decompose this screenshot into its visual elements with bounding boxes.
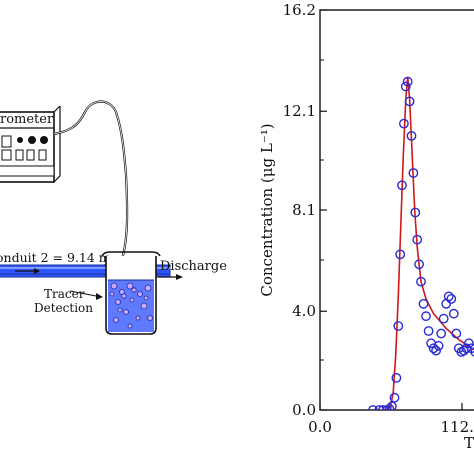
data-point (421, 311, 431, 322)
tracer-bubbles (109, 282, 153, 329)
panel-switch-icon (15, 149, 24, 161)
tracer-label: Tracer (44, 287, 85, 301)
data-point (384, 403, 395, 410)
x-tick-label: 0.0 (308, 418, 332, 436)
bubble-icon (144, 284, 152, 292)
bubble-icon (123, 309, 129, 315)
data-point (391, 372, 402, 383)
data-point (410, 207, 421, 218)
concentration-chart: 0.0 4.0 8.1 12.1 16.2 0.0 112.5 Concentration… (258, 1, 474, 452)
bubble-icon (113, 317, 119, 323)
panel-knob-icon (17, 137, 23, 143)
fluorometer-device: rometer (0, 105, 61, 183)
data-point (398, 118, 409, 129)
data-point (374, 405, 385, 410)
conduit-label: onduit 2 = 9.14 m (0, 250, 111, 265)
data-point (451, 328, 462, 339)
data-point (436, 328, 447, 339)
bubble-icon (143, 295, 149, 301)
panel-switch-icon (26, 149, 35, 161)
data-point (368, 405, 378, 410)
x-axis-label: T (464, 434, 474, 452)
setup-illustration: rometer ' onduit 2 = 9.14 m Discharge (0, 100, 227, 335)
bubble-icon (137, 291, 143, 297)
bubble-icon (147, 315, 153, 321)
y-tick-label: 16.2 (283, 1, 316, 19)
panel-knob-icon (28, 136, 36, 144)
y-tick-label: 8.1 (292, 201, 316, 219)
panel-switch-icon (1, 149, 12, 161)
bubble-icon (110, 282, 118, 290)
data-point (461, 343, 472, 354)
bubble-icon (140, 302, 148, 310)
device-label: rometer (0, 112, 54, 127)
panel-switch-icon (38, 149, 47, 161)
data-point (431, 345, 441, 356)
y-axis-label: Concentration (μg L⁻¹) (258, 123, 276, 296)
data-point (423, 326, 434, 336)
data-point (402, 76, 413, 87)
data-point (389, 392, 400, 403)
signal-cable (53, 100, 129, 266)
data-point (395, 249, 406, 260)
y-axis: 0.0 4.0 8.1 12.1 16.2 (283, 1, 327, 419)
data-point (416, 276, 426, 287)
data-point (378, 405, 388, 410)
x-tick-label: 112.5 (441, 418, 474, 436)
data-point (412, 234, 423, 245)
detection-label: Detection (34, 301, 93, 315)
data-point (404, 96, 415, 107)
data-point (408, 168, 419, 178)
data-point (448, 308, 459, 319)
fit-line (380, 76, 474, 410)
data-point (414, 259, 424, 270)
bubble-icon (129, 297, 135, 303)
y-tick-label: 0.0 (292, 401, 316, 419)
discharge-arrow (158, 274, 183, 280)
data-point (428, 343, 439, 354)
beaker (101, 251, 161, 335)
plot-area (368, 76, 474, 410)
detection-pointer (69, 290, 97, 297)
data-point (438, 313, 449, 324)
bubble-icon (109, 291, 115, 297)
plot-frame (319, 9, 474, 411)
bubble-icon (126, 282, 134, 290)
bubble-icon (115, 299, 121, 305)
bubble-icon (117, 307, 123, 313)
panel-switch-icon (1, 135, 12, 148)
data-point (443, 291, 454, 302)
data-point (406, 130, 417, 141)
x-axis: 0.0 112.5 (308, 403, 474, 436)
data-point (387, 401, 397, 410)
data-point (418, 298, 429, 309)
data-point (446, 293, 457, 304)
flow-arrow (15, 268, 40, 274)
panel-knob-icon (40, 136, 48, 144)
bubble-icon (131, 287, 137, 293)
bubble-icon (121, 293, 127, 299)
bubble-icon (135, 315, 141, 321)
y-tick-label: 12.1 (283, 102, 316, 120)
bubble-icon (127, 323, 133, 329)
data-point (400, 81, 411, 92)
data-point (433, 340, 444, 351)
data-point (463, 338, 474, 349)
data-point (470, 347, 474, 357)
y-tick-label: 4.0 (292, 302, 316, 320)
data-point (393, 321, 404, 331)
data-point (397, 180, 407, 191)
discharge-label: Discharge (160, 259, 227, 274)
